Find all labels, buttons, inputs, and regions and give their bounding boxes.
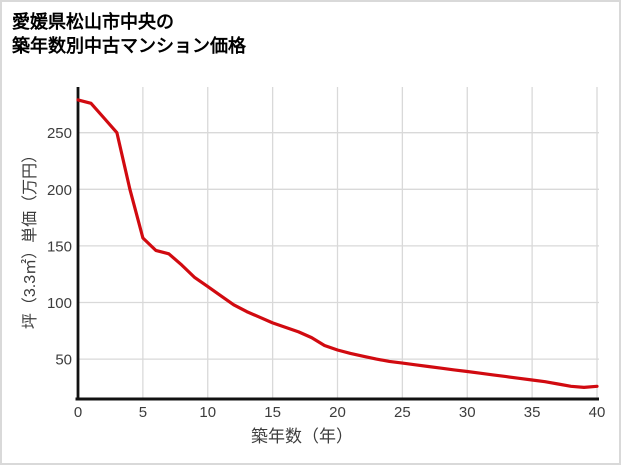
x-tick-label: 15 xyxy=(264,404,281,421)
y-tick-label: 150 xyxy=(47,238,72,255)
x-tick-label: 20 xyxy=(329,404,346,421)
x-tick-label: 10 xyxy=(199,404,216,421)
y-tick-label: 250 xyxy=(47,125,72,142)
x-tick-label: 25 xyxy=(394,404,411,421)
x-axis-label: 築年数（年） xyxy=(251,427,353,446)
y-tick-label: 50 xyxy=(55,352,72,369)
chart-title: 愛媛県松山市中央の築年数別中古マンション価格 xyxy=(12,10,246,58)
chart-title-line2: 築年数別中古マンション価格 xyxy=(12,36,246,56)
y-tick-label: 200 xyxy=(47,182,72,199)
x-tick-label: 40 xyxy=(589,404,606,421)
x-tick-label: 0 xyxy=(74,404,82,421)
x-tick-label: 30 xyxy=(459,404,476,421)
x-tick-label: 35 xyxy=(524,404,541,421)
price-series-line xyxy=(76,98,599,389)
chart-title-line1: 愛媛県松山市中央の xyxy=(12,12,174,32)
y-tick-label: 100 xyxy=(47,295,72,312)
x-tick-label: 5 xyxy=(139,404,147,421)
